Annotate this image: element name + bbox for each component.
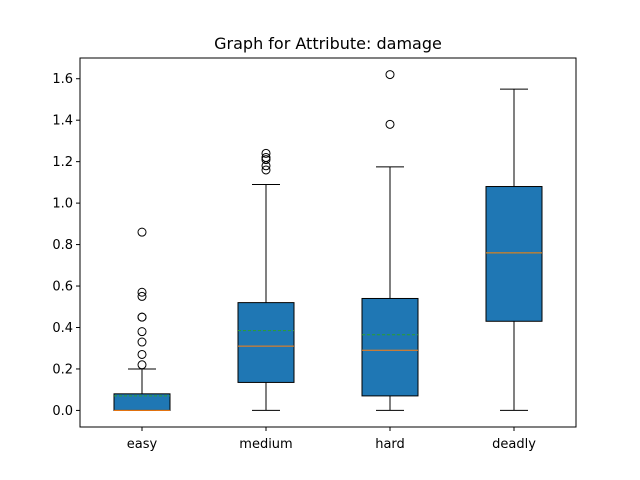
outlier-point (137, 291, 147, 301)
outlier-point (385, 119, 395, 129)
x-tick-label: deadly (492, 437, 536, 452)
y-tick-label: 0.8 (52, 238, 73, 253)
box-deadly (485, 186, 543, 322)
outlier-point (261, 148, 271, 158)
y-tick-label: 1.4 (52, 114, 73, 129)
outlier-point (261, 165, 271, 175)
y-tick-label: 0.0 (52, 404, 73, 419)
outlier-point (137, 327, 147, 337)
box-hard (361, 297, 419, 397)
outlier-point (137, 227, 147, 237)
outlier-point (261, 153, 271, 163)
y-tick-label: 0.6 (52, 280, 73, 295)
x-tick-label: easy (127, 437, 158, 452)
x-tick-label: medium (239, 437, 292, 452)
y-tick-label: 0.2 (52, 362, 73, 377)
y-tick-label: 1.0 (52, 197, 73, 212)
chart-title: Graph for Attribute: damage (214, 34, 442, 53)
plot-frame (79, 57, 577, 428)
outlier-point (137, 312, 147, 322)
y-tick-label: 0.4 (52, 321, 73, 336)
outlier-point (137, 287, 147, 297)
x-tick-label: hard (375, 437, 405, 452)
outlier-point (261, 155, 271, 165)
outlier-point (137, 349, 147, 359)
y-tick-label: 1.6 (52, 72, 73, 87)
outlier-point (137, 337, 147, 347)
outlier-point (137, 360, 147, 370)
box-medium (237, 302, 295, 383)
y-tick-label: 1.2 (52, 155, 73, 170)
outlier-point (385, 70, 395, 80)
